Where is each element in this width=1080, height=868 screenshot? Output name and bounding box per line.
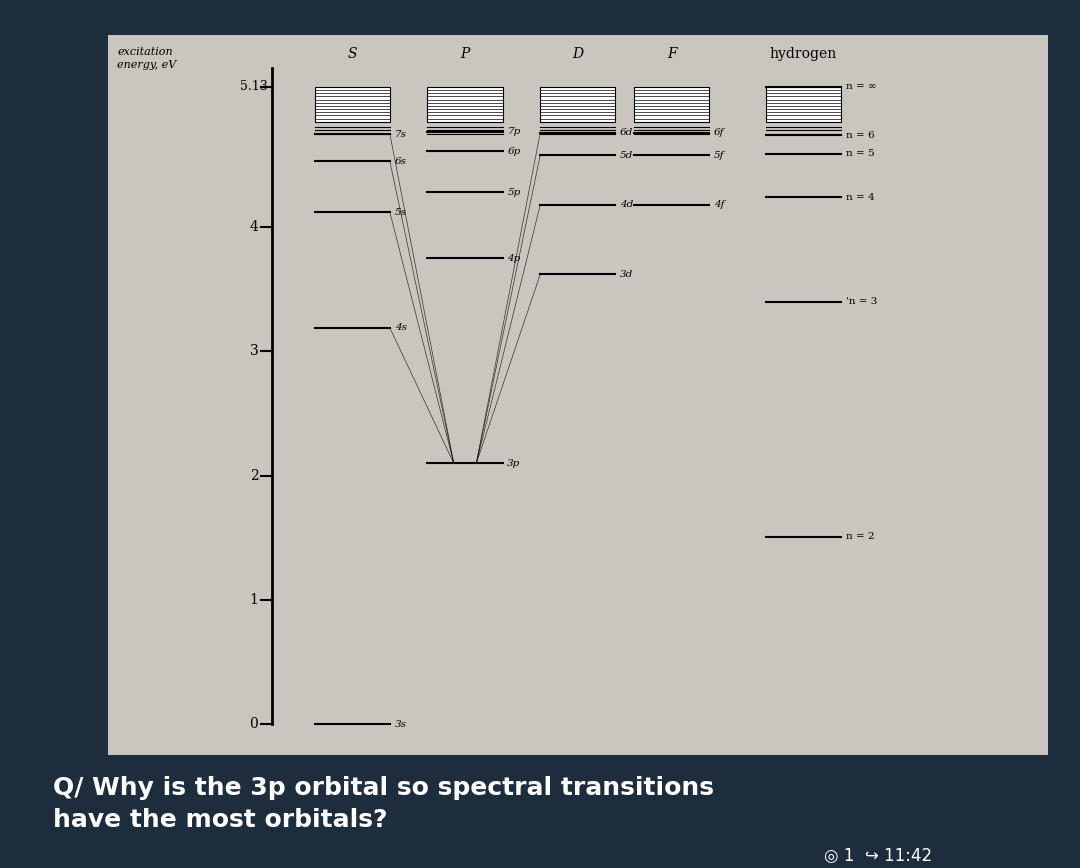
Text: 'n = 3: 'n = 3 — [846, 297, 877, 306]
Text: 7p: 7p — [508, 127, 521, 136]
Text: n = 6: n = 6 — [846, 131, 874, 140]
Text: ◎ 1  ↪ 11:42: ◎ 1 ↪ 11:42 — [824, 847, 932, 865]
Text: 5.13: 5.13 — [240, 81, 268, 94]
Text: n = ∞: n = ∞ — [846, 82, 876, 91]
Text: 6f: 6f — [714, 128, 725, 137]
Bar — [540, 87, 616, 122]
Text: 3p: 3p — [508, 459, 521, 468]
Text: 7s: 7s — [394, 129, 406, 139]
Text: F: F — [667, 47, 676, 61]
Text: 4d: 4d — [620, 201, 633, 209]
Text: 5p: 5p — [508, 188, 521, 197]
Text: Q/ Why is the 3p orbital so spectral transitions
have the most orbitals?: Q/ Why is the 3p orbital so spectral tra… — [53, 776, 714, 832]
Text: 6p: 6p — [508, 147, 521, 156]
Text: 5f: 5f — [714, 151, 725, 160]
Text: 4: 4 — [249, 220, 258, 234]
Text: 0: 0 — [249, 717, 258, 731]
Bar — [428, 87, 502, 122]
Text: 1: 1 — [249, 593, 258, 607]
Text: 3d: 3d — [620, 270, 633, 279]
Text: 5d: 5d — [620, 151, 633, 160]
Text: 4s: 4s — [394, 324, 406, 332]
Text: 3: 3 — [249, 345, 258, 358]
Bar — [766, 87, 841, 122]
Text: P: P — [460, 47, 470, 61]
Text: 4f: 4f — [714, 201, 725, 209]
Text: 6d: 6d — [620, 128, 633, 137]
Text: 2: 2 — [249, 469, 258, 483]
Bar — [314, 87, 390, 122]
Text: 6s: 6s — [394, 157, 406, 166]
Bar — [634, 87, 710, 122]
Text: 3s: 3s — [394, 720, 406, 728]
Text: S: S — [348, 47, 357, 61]
Text: 4p: 4p — [508, 253, 521, 263]
Text: n = 4: n = 4 — [846, 193, 874, 202]
Text: n = 5: n = 5 — [846, 149, 874, 159]
Text: excitation
energy, eV: excitation energy, eV — [118, 47, 177, 69]
Text: D: D — [572, 47, 583, 61]
Text: 5s: 5s — [394, 207, 406, 217]
Text: n = 2: n = 2 — [846, 532, 874, 541]
Text: hydrogen: hydrogen — [770, 47, 837, 61]
